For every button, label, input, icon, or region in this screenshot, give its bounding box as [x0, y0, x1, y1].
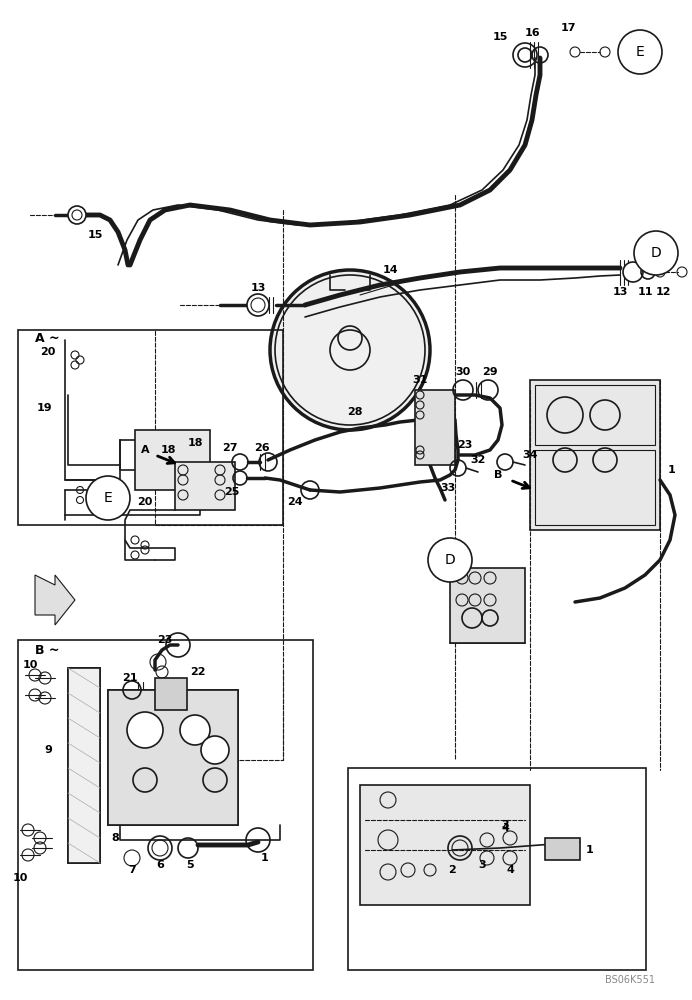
- Bar: [415, 390, 455, 465]
- Circle shape: [428, 538, 472, 582]
- Text: 20: 20: [40, 347, 55, 357]
- Text: E: E: [104, 491, 112, 505]
- Text: 33: 33: [440, 483, 455, 493]
- Bar: [18, 640, 313, 970]
- Text: 28: 28: [347, 407, 363, 417]
- Text: E: E: [636, 45, 644, 59]
- Bar: [360, 785, 530, 905]
- Text: D: D: [445, 553, 455, 567]
- Text: 18: 18: [188, 438, 203, 448]
- Bar: [108, 690, 238, 825]
- Text: 5: 5: [186, 860, 194, 870]
- Circle shape: [180, 715, 210, 745]
- Text: 23: 23: [157, 635, 173, 645]
- Text: 31: 31: [412, 375, 428, 385]
- Text: 23: 23: [457, 440, 473, 450]
- Text: 6: 6: [156, 860, 164, 870]
- Text: 1: 1: [261, 853, 269, 863]
- Circle shape: [270, 270, 430, 430]
- Text: 26: 26: [254, 443, 270, 453]
- Bar: [18, 330, 283, 525]
- Text: 13: 13: [251, 283, 266, 293]
- Text: 34: 34: [522, 450, 538, 460]
- Text: B ~: B ~: [35, 644, 60, 656]
- Text: 13: 13: [612, 287, 628, 297]
- Circle shape: [86, 476, 130, 520]
- Text: 3: 3: [478, 860, 486, 870]
- Text: 8: 8: [111, 833, 119, 843]
- Bar: [545, 838, 580, 860]
- Text: 25: 25: [224, 487, 239, 497]
- Text: 4: 4: [501, 823, 509, 833]
- Text: BS06K551: BS06K551: [605, 975, 655, 985]
- Bar: [68, 668, 100, 863]
- Text: A ~: A ~: [35, 332, 60, 344]
- Text: 10: 10: [12, 873, 28, 883]
- Text: 12: 12: [655, 287, 671, 297]
- Text: 24: 24: [287, 497, 303, 507]
- Text: 21: 21: [122, 673, 138, 683]
- Text: 32: 32: [471, 455, 486, 465]
- Text: 4: 4: [506, 865, 514, 875]
- Text: 9: 9: [44, 745, 52, 755]
- Bar: [535, 385, 655, 445]
- Text: 29: 29: [482, 367, 498, 377]
- Text: 15: 15: [87, 230, 102, 240]
- Bar: [68, 668, 100, 863]
- Bar: [535, 450, 655, 525]
- Text: 1: 1: [586, 845, 594, 855]
- Text: 20: 20: [137, 497, 153, 507]
- Bar: [155, 678, 187, 710]
- Text: 27: 27: [222, 443, 238, 453]
- Text: 16: 16: [525, 28, 541, 38]
- Circle shape: [618, 30, 662, 74]
- Circle shape: [201, 736, 229, 764]
- Text: 7: 7: [128, 865, 136, 875]
- Bar: [450, 568, 525, 643]
- Text: 15: 15: [492, 32, 508, 42]
- Text: 14: 14: [382, 265, 398, 275]
- Text: 30: 30: [455, 367, 471, 377]
- Text: B: B: [494, 470, 502, 480]
- Circle shape: [623, 262, 643, 282]
- Circle shape: [247, 294, 269, 316]
- Circle shape: [127, 712, 163, 748]
- Text: A: A: [140, 445, 149, 455]
- Text: 3: 3: [501, 820, 509, 830]
- Text: 11: 11: [637, 287, 653, 297]
- Text: D: D: [650, 246, 662, 260]
- Polygon shape: [35, 575, 75, 625]
- Text: 1: 1: [668, 465, 676, 475]
- Bar: [348, 768, 646, 970]
- Text: 2: 2: [448, 865, 456, 875]
- Text: 18: 18: [161, 445, 176, 455]
- Circle shape: [68, 206, 86, 224]
- Circle shape: [634, 231, 678, 275]
- Bar: [530, 380, 660, 530]
- Text: 10: 10: [22, 660, 37, 670]
- Text: 19: 19: [37, 403, 53, 413]
- Text: 22: 22: [190, 667, 206, 677]
- Bar: [135, 430, 210, 490]
- Bar: [108, 690, 238, 825]
- Text: 17: 17: [561, 23, 576, 33]
- Bar: [175, 462, 235, 510]
